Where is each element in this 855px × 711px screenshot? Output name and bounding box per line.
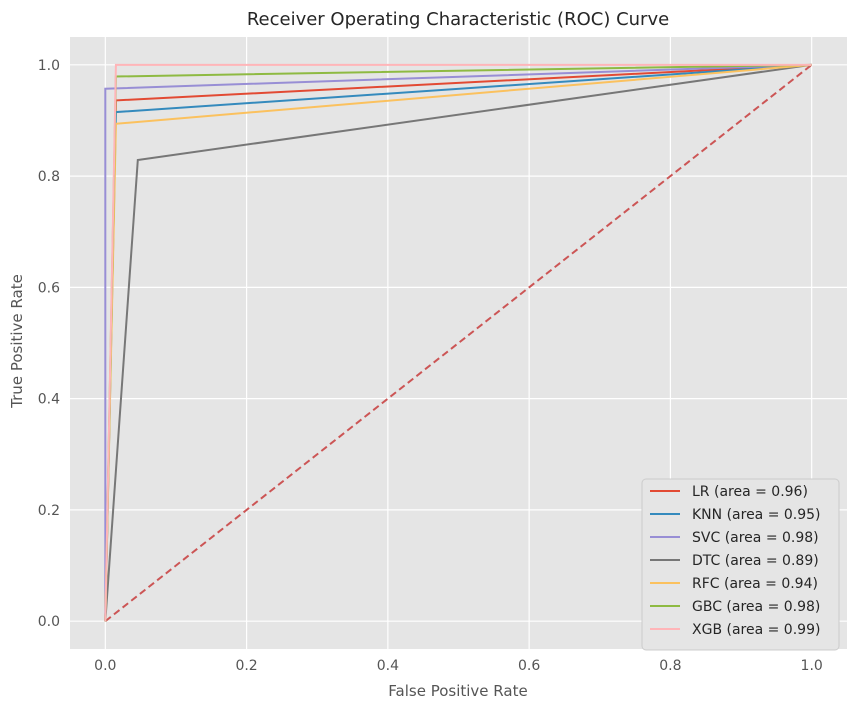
chart-title: Receiver Operating Characteristic (ROC) … (247, 9, 669, 30)
x-tick-label: 0.6 (518, 658, 540, 674)
x-tick-label: 0.4 (377, 658, 399, 674)
x-tick-label: 0.2 (235, 658, 257, 674)
x-tick-label: 0.8 (659, 658, 681, 674)
legend-entry-label: GBC (area = 0.98) (692, 599, 820, 615)
grid-lines (70, 37, 847, 649)
legend-box (641, 478, 840, 651)
x-tick-label: 1.0 (801, 658, 823, 674)
legend-entry-label: XGB (area = 0.99) (692, 622, 820, 638)
y-tick-label: 0.0 (38, 614, 60, 630)
x-tick-label: 0.0 (94, 658, 116, 674)
y-tick-label: 0.8 (38, 169, 60, 185)
legend-entry-label: RFC (area = 0.94) (692, 576, 818, 592)
y-tick-label: 0.6 (38, 280, 60, 296)
chance-reference-line (104, 64, 813, 622)
reference-line (104, 64, 813, 622)
series-lines (104, 63, 812, 622)
y-tick-label: 0.2 (38, 503, 60, 519)
y-tick-label: 0.4 (38, 392, 60, 408)
x-axis-label: False Positive Rate (388, 682, 527, 700)
legend: LR (area = 0.96) KNN (area = 0.95) SVC (ar… (641, 478, 840, 651)
legend-entry-label: DTC (area = 0.89) (692, 553, 819, 569)
y-tick-label: 1.0 (38, 58, 60, 74)
roc-series-line (104, 63, 812, 622)
roc-series-line (104, 63, 812, 622)
axis-ticks: 0.0 0.2 0.4 0.6 0.8 1.0 0.0 0.2 0.4 0.6 0.8 1.0 (38, 58, 823, 674)
legend-entry-label: SVC (area = 0.98) (692, 530, 819, 546)
legend-entry-label: KNN (area = 0.95) (692, 507, 821, 523)
roc-series-line (104, 63, 812, 622)
legend-entry-label: LR (area = 0.96) (692, 484, 808, 500)
y-axis-label: True Positive Rate (8, 274, 26, 409)
